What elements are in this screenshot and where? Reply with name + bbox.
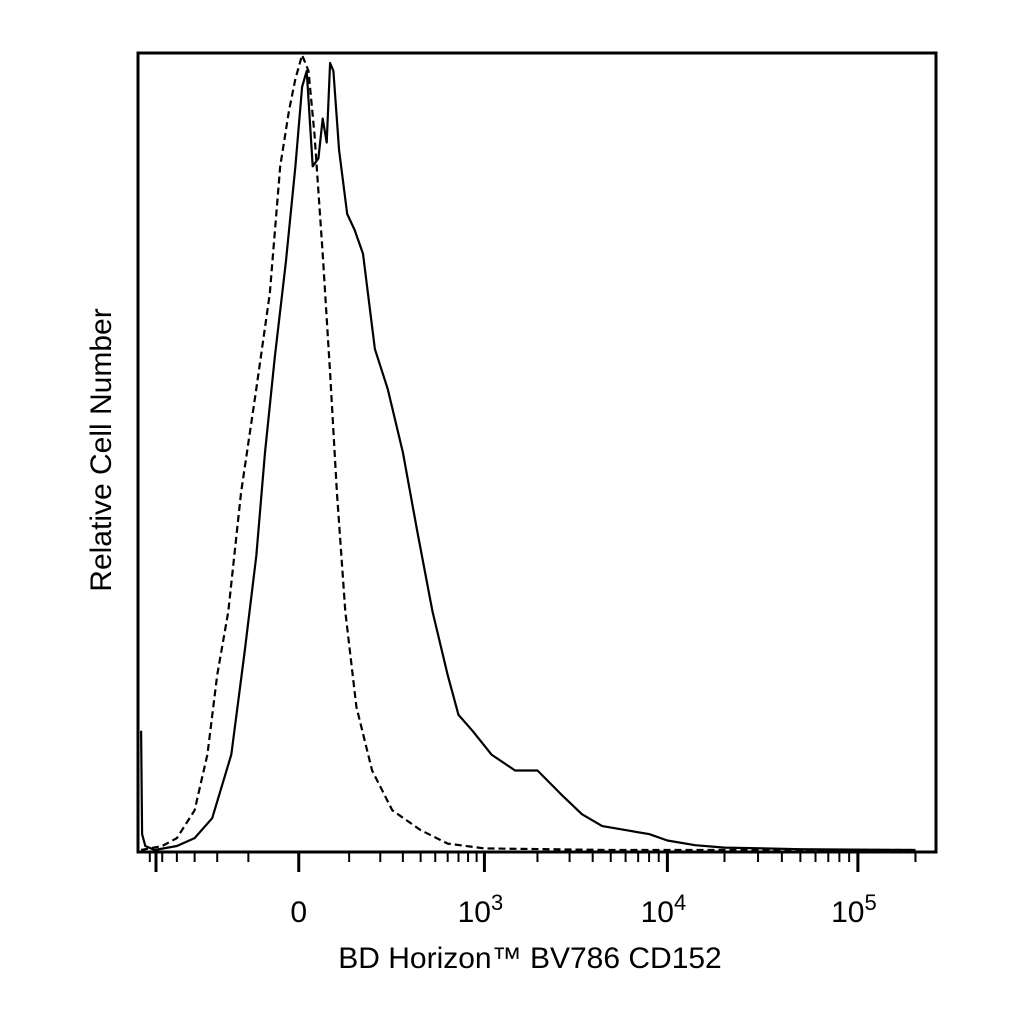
x-axis-minor-ticks [148, 852, 917, 862]
x-axis-tick-labels: 0 103 104 105 [290, 890, 876, 929]
x-tick-label: 103 [458, 890, 504, 929]
x-axis-major-ticks [154, 852, 860, 872]
x-tick-label: 105 [831, 890, 877, 929]
cd152-stained-histogram [140, 61, 916, 852]
x-tick-label: 0 [290, 896, 307, 929]
plot-frame [136, 51, 938, 854]
y-axis-title: Relative Cell Number [85, 308, 118, 591]
x-axis-title: BD Horizon™ BV786 CD152 [338, 942, 722, 975]
x-tick-label: 104 [641, 890, 687, 929]
series-layer [140, 53, 916, 852]
isotype-control-histogram [140, 53, 916, 852]
